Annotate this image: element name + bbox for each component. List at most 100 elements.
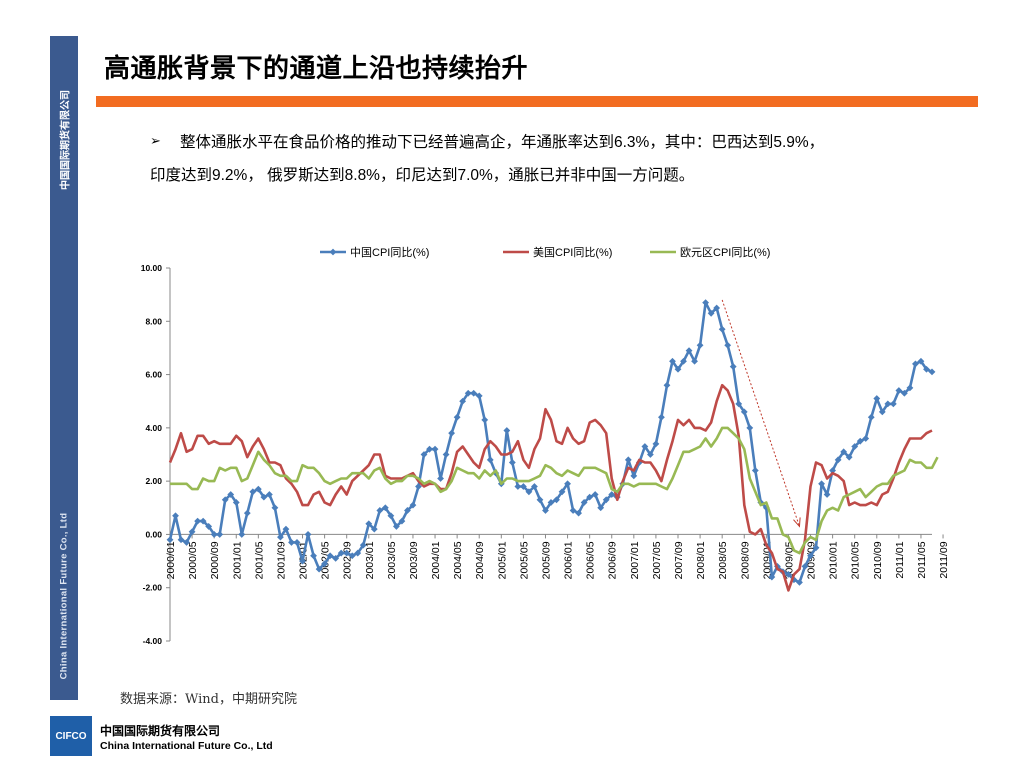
x-tick-label: 2010/05 <box>850 541 862 579</box>
series-point-china <box>790 576 798 584</box>
series-point-china <box>840 448 848 456</box>
x-tick-label: 2011/09 <box>938 541 950 578</box>
series-point-china <box>254 485 262 493</box>
x-tick-label: 2010/09 <box>872 541 884 579</box>
series-point-china <box>470 389 478 397</box>
series-point-china <box>652 440 660 448</box>
title-accent-bar <box>96 96 978 107</box>
x-tick-label: 2005/01 <box>496 541 508 579</box>
series-point-china <box>575 509 583 517</box>
series-point-china <box>796 578 803 586</box>
series-point-china <box>282 525 290 533</box>
series-point-china <box>553 496 560 504</box>
series-point-china <box>216 531 224 538</box>
series-point-china <box>702 299 710 307</box>
bullet-arrow-icon: ➢ <box>150 133 161 148</box>
x-tick-label: 2003/01 <box>364 541 376 579</box>
x-tick-label: 2001/09 <box>275 541 287 579</box>
legend-label-euro: 欧元区CPI同比(%) <box>680 246 770 259</box>
series-point-china <box>288 539 295 546</box>
series-point-china <box>376 507 384 514</box>
series-point-china <box>464 389 472 397</box>
series-point-china <box>210 531 218 538</box>
series-point-china <box>586 493 594 501</box>
y-tick-label: 10.00 <box>141 263 163 273</box>
legend-marker-china <box>329 248 337 256</box>
series-point-china <box>293 539 301 546</box>
series-point-china <box>359 541 367 549</box>
footer-company-en: China International Future Co., Ltd <box>100 740 273 752</box>
x-tick-label: 2004/05 <box>452 541 464 579</box>
series-point-china <box>718 325 726 333</box>
y-tick-label: -4.00 <box>143 636 163 646</box>
series-point-china <box>525 488 533 496</box>
series-point-china <box>453 413 461 421</box>
series-point-china <box>823 491 831 498</box>
series-point-china <box>873 395 881 402</box>
series-point-china <box>404 507 411 514</box>
bullet-text-line1: 整体通胀水平在食品价格的推动下已经普遍高企，年通胀率达到6.3%，其中：巴西达到… <box>180 134 825 151</box>
series-point-china <box>608 491 616 498</box>
series-point-china <box>265 491 273 498</box>
series-point-china <box>856 437 864 445</box>
trend-arrow-head-icon <box>793 517 801 528</box>
series-point-china <box>459 397 467 405</box>
series-point-china <box>862 435 870 442</box>
series-point-china <box>845 453 853 461</box>
cpi-line-chart: 10.00 8.00 6.00 4.00 2.00 0.00 -2.00 -4.00 2000/… <box>141 246 950 646</box>
series-point-china <box>271 504 279 512</box>
footer-company-cn: 中国国际期货有限公司 <box>100 724 221 738</box>
series-point-china <box>751 467 759 474</box>
x-tick-label: 2006/01 <box>563 541 575 579</box>
series-point-china <box>630 472 638 480</box>
series-point-china <box>420 451 428 458</box>
series-point-china <box>343 549 351 557</box>
series-point-china <box>900 389 908 397</box>
series-point-china <box>912 360 919 368</box>
series-point-china <box>785 570 792 578</box>
sidebar-company-en: China International Future Co., Ltd <box>58 512 70 680</box>
series-point-china <box>183 539 190 546</box>
series-point-china <box>641 443 649 450</box>
series-point-china <box>232 499 240 506</box>
series-point-china <box>243 509 251 517</box>
x-tick-label: 2002/09 <box>342 541 354 579</box>
x-tick-label: 2008/05 <box>717 541 729 579</box>
series-point-china <box>188 528 196 536</box>
series-point-china <box>696 341 704 349</box>
sidebar: 中国国际期货有限公司 China International Future Co… <box>50 36 78 700</box>
y-tick-label: 0.00 <box>145 529 162 539</box>
y-tick-label: 2.00 <box>145 476 162 486</box>
series-point-china <box>199 517 207 525</box>
legend-label-china: 中国CPI同比(%) <box>350 246 429 259</box>
series-point-china <box>851 443 859 450</box>
series-point-china <box>315 565 323 573</box>
series-point-china <box>928 368 936 376</box>
series-point-china <box>437 475 444 482</box>
x-tick-label: 2001/01 <box>231 541 243 579</box>
series-point-china <box>867 413 875 421</box>
series-point-china <box>724 341 732 349</box>
series-point-china <box>569 507 577 514</box>
series-point-china <box>889 400 897 408</box>
series-point-china <box>227 491 235 498</box>
x-tick-label: 2004/01 <box>430 541 442 579</box>
series-point-china <box>547 499 555 506</box>
series-point-china <box>426 445 433 453</box>
series-point-china <box>299 557 306 565</box>
series-point-china <box>304 531 312 538</box>
series-point-china <box>685 347 693 354</box>
series-point-china <box>895 387 903 394</box>
sidebar-company-cn: 中国国际期货有限公司 <box>60 90 72 190</box>
series-point-china <box>409 501 417 509</box>
series-point-china <box>713 304 721 312</box>
x-tick-label: 2007/05 <box>651 541 663 579</box>
x-tick-label: 2006/05 <box>585 541 597 579</box>
x-tick-label: 2004/09 <box>474 541 486 579</box>
series-point-china <box>746 424 754 432</box>
series-point-china <box>591 491 599 498</box>
x-tick-label: 2008/09 <box>739 541 751 579</box>
series-point-china <box>818 480 825 488</box>
series-point-china <box>249 488 257 496</box>
x-tick-label: 2003/05 <box>386 541 398 579</box>
